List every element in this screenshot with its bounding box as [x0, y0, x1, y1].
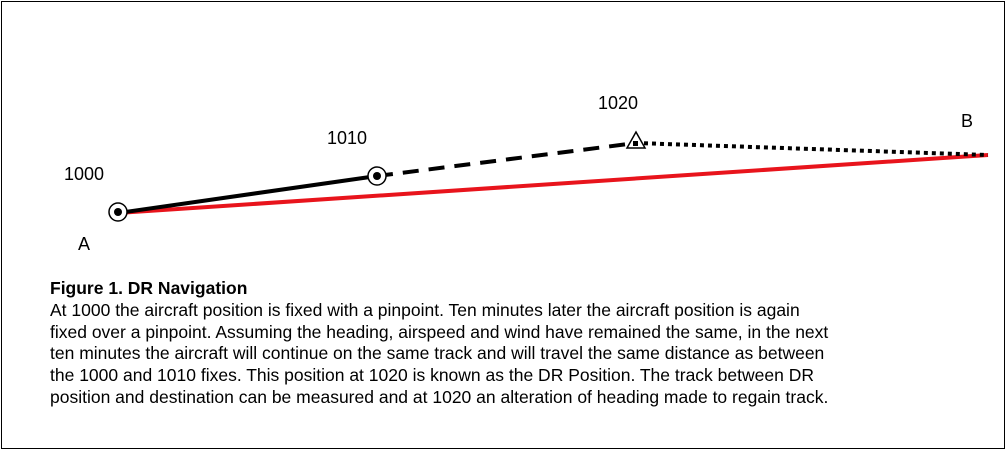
caption-line: position and destination can be measured… — [50, 386, 829, 407]
caption-title: Figure 1. DR Navigation — [50, 278, 248, 298]
required-track-line — [117, 153, 989, 215]
label-1000: 1000 — [64, 164, 104, 184]
dr-position-triangle — [625, 130, 647, 149]
caption-line: ten minutes the aircraft will continue o… — [50, 343, 825, 364]
fix-1010-symbol — [367, 166, 387, 186]
label-point-b: B — [961, 111, 973, 131]
caption-line: the 1000 and 1010 fixes. This position a… — [50, 365, 814, 386]
actual-track-line — [117, 174, 378, 215]
dr-extrapolation-line — [376, 141, 637, 178]
dr-to-destination-line — [635, 141, 989, 157]
label-1020: 1020 — [598, 93, 638, 113]
dr-navigation-diagram: 1000 A 1010 1020 B — [64, 93, 989, 254]
caption-line: fixed over a pinpoint. Assuming the head… — [50, 321, 829, 342]
label-1010: 1010 — [327, 128, 367, 148]
fix-1000-symbol — [108, 202, 128, 222]
figure-caption: Figure 1. DR Navigation At 1000 the airc… — [50, 278, 990, 409]
caption-line: At 1000 the aircraft position is fixed w… — [50, 299, 800, 320]
label-point-a: A — [78, 234, 90, 254]
